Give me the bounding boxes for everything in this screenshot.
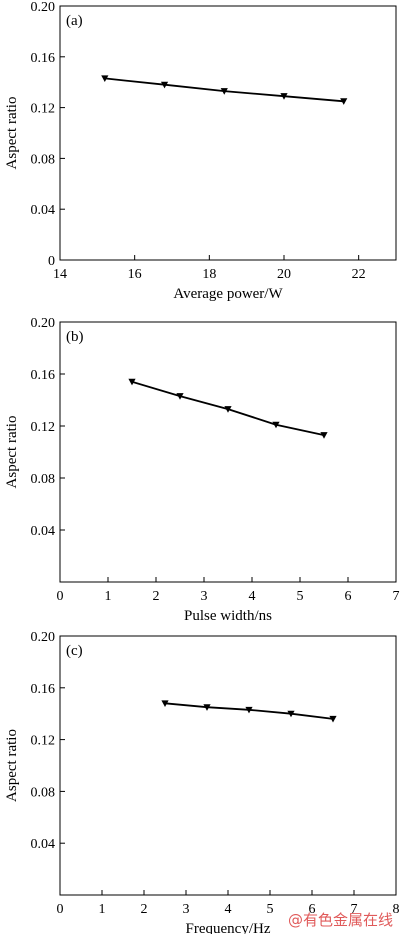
x-tick-label: 14 [53,267,67,282]
data-point-marker [224,406,232,413]
x-tick-label: 3 [201,589,208,604]
x-tick-label: 2 [141,902,148,917]
x-tick-label: 0 [57,902,64,917]
y-tick-label: 0.08 [31,152,56,167]
data-point-marker [287,710,295,718]
y-axis-title: Aspect ratio [4,416,20,489]
data-point-marker [280,93,288,100]
y-tick-label: 0.12 [31,420,56,435]
x-tick-label: 3 [183,902,190,917]
x-tick-label: 4 [225,902,232,917]
x-tick-label: 2 [153,589,160,604]
x-tick-label: 20 [277,267,291,282]
y-tick-label: 0 [48,254,55,269]
y-tick-label: 0.04 [31,524,56,539]
y-tick-label: 0.20 [31,0,56,15]
y-axis-title: Aspect ratio [4,97,20,170]
x-tick-label: 4 [249,589,256,604]
data-point-marker [245,706,253,714]
x-tick-label: 5 [267,902,274,917]
x-tick-label: 16 [128,267,142,282]
data-point-marker [220,88,228,95]
x-axis-title: Frequency/Hz [186,921,271,934]
data-point-marker [101,75,109,82]
x-tick-label: 0 [57,589,64,604]
panel-label: (b) [66,329,84,345]
data-point-marker [340,98,348,105]
x-tick-label: 18 [202,267,216,282]
chart-panel-1: 14 16 18 20 22 0 0.04 0.08 0.12 0.16 0.20 Average p… [4,0,397,302]
x-tick-label: 5 [297,589,304,604]
y-tick-label: 0.04 [31,203,56,218]
y-tick-label: 0.08 [31,785,56,800]
y-tick-label: 0.12 [31,102,56,117]
panel-label: (a) [66,13,83,29]
plot-frame [59,635,397,896]
y-tick-label: 0.04 [31,837,56,852]
y-tick-label: 0.16 [31,368,56,383]
y-tick-label: 0.12 [31,734,56,749]
y-tick-label: 0.08 [31,472,56,487]
y-tick-label: 0.16 [31,682,56,697]
data-point-marker [161,700,169,707]
data-point-marker [128,378,136,386]
chart-panel-2: 0 1 2 3 4 5 6 7 0.04 0.08 0.12 0.16 0.20 Pulse width/… [4,316,400,624]
watermark: @有色金属在线 [288,911,393,929]
x-axis-title: Average power/W [173,286,283,302]
x-tick-label: 7 [351,902,358,917]
plot-frame [59,321,397,583]
x-tick-label: 6 [345,589,352,604]
y-axis-title: Aspect ratio [4,729,20,802]
x-tick-label: 6 [309,902,316,917]
x-tick-label: 1 [105,589,112,604]
data-point-marker [176,393,184,400]
y-tick-label: 0.20 [31,316,56,331]
y-tick-label: 0.20 [31,630,56,645]
panel-label: (c) [66,643,83,659]
x-tick-label: 7 [393,589,400,604]
x-tick-label: 8 [393,902,400,917]
data-point-marker [272,421,280,429]
data-point-marker [329,715,337,723]
x-tick-label: 1 [99,902,106,917]
chart-panel-3: 0 1 2 3 4 5 6 7 8 0.04 0.08 0.12 0.16 0.20 Frequency/H… [4,630,400,934]
data-point-marker [320,432,328,439]
x-tick-label: 22 [352,267,366,282]
x-axis-title: Pulse width/ns [184,608,272,624]
data-point-marker [203,704,211,711]
plot-frame [59,5,397,261]
data-point-marker [160,81,169,89]
y-tick-label: 0.16 [31,51,56,66]
